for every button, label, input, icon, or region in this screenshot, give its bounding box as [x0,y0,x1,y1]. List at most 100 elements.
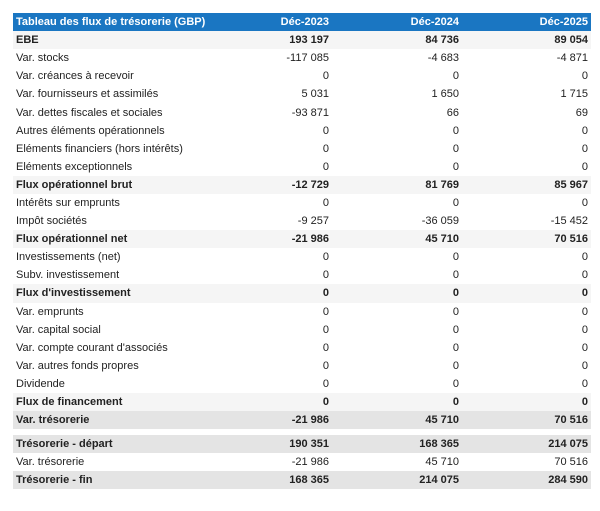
cell-value: 5 031 [301,88,329,101]
cell-value: -4 683 [427,52,459,65]
cell-value: 0 [322,196,329,209]
table-row: Eléments financiers (hors intérêts) 0 0 0 [13,140,591,158]
cell-value: 0 [581,341,588,354]
table-row: Eléments exceptionnels 0 0 0 [13,158,591,176]
cell-value: 0 [452,70,459,83]
cell-value: 45 710 [332,230,462,249]
cell-value: 0 [452,160,459,173]
row-label: Var. créances à recevoir [16,70,134,83]
cell-value: 168 365 [332,435,462,454]
cell-value: -117 085 [286,52,329,65]
table-row: Var. trésorerie -21 986 45 710 70 516 [13,411,591,430]
cell-value: 1 650 [431,88,459,101]
cell-value: 214 075 [332,471,462,490]
cell-value: 0 [452,377,459,390]
cell-value: 0 [452,142,459,155]
cell-value: 0 [452,124,459,137]
cell-value: 0 [322,359,329,372]
cell-value: 69 [575,106,588,119]
table-row: Impôt sociétés -9 257 -36 059 -15 452 [13,212,591,230]
row-label: Trésorerie - départ [13,435,263,454]
cell-value: 0 [462,284,591,303]
cell-value: 45 710 [332,411,462,430]
table-title: Tableau des flux de trésorerie (GBP) [13,13,263,32]
summary-rows: Trésorerie - départ 190 351 168 365 214 075… [13,435,591,490]
cell-value: -21 986 [291,456,329,469]
row-label: Flux d'investissement [13,284,263,303]
cell-value: 0 [462,392,591,412]
cell-value: 0 [322,160,329,173]
cell-value: 193 197 [263,31,332,50]
row-label: Var. trésorerie [16,456,85,469]
row-label: Intérêts sur emprunts [16,196,120,209]
cell-value: 0 [581,323,588,336]
cell-value: -4 871 [556,52,588,65]
cash-flow-table-container: Tableau des flux de trésorerie (GBP) Déc… [13,13,591,490]
table-row: Flux opérationnel net -21 986 45 710 70 516 [13,230,591,249]
cell-value: 190 351 [263,435,332,454]
row-label: Var. dettes fiscales et sociales [16,106,163,119]
cell-value: 70 516 [554,456,588,469]
cell-value: -12 729 [263,175,332,194]
table-row: Dividende 0 0 0 [13,375,591,393]
row-label: Impôt sociétés [16,215,87,228]
table-row: Var. stocks -117 085 -4 683 -4 871 [13,49,591,67]
table-row: Trésorerie - fin 168 365 214 075 284 590 [13,471,591,490]
table-row: Flux opérationnel brut -12 729 81 769 85 96… [13,175,591,194]
cell-value: 0 [322,124,329,137]
cell-value: 89 054 [462,31,591,50]
column-header: Déc-2024 [332,13,462,32]
table-row: Var. créances à recevoir 0 0 0 [13,67,591,85]
table-row: EBE 193 197 84 736 89 054 [13,31,591,50]
table-row: Investissements (net) 0 0 0 [13,248,591,266]
table-header-row: Tableau des flux de trésorerie (GBP) Déc… [13,13,591,32]
cell-value: 0 [581,359,588,372]
table-row: Subv. investissement 0 0 0 [13,266,591,284]
cell-value: 0 [322,377,329,390]
cell-value: 0 [581,160,588,173]
cell-value: 0 [322,323,329,336]
cell-value: 0 [322,251,329,264]
table-row: Var. autres fonds propres 0 0 0 [13,357,591,375]
row-label: Var. capital social [16,323,101,336]
cell-value: 0 [322,341,329,354]
row-label: Eléments exceptionnels [16,160,133,173]
table-row: Flux d'investissement 0 0 0 [13,284,591,303]
row-label: Var. autres fonds propres [16,359,139,372]
row-label: Flux opérationnel brut [13,175,263,194]
cell-value: -21 986 [263,230,332,249]
row-label: Investissements (net) [16,251,121,264]
cell-value: 0 [452,269,459,282]
cell-value: 70 516 [462,411,591,430]
cell-value: -9 257 [297,215,329,228]
row-label: Var. compte courant d'associés [16,341,168,354]
row-label: Flux opérationnel net [13,230,263,249]
cell-value: 84 736 [332,31,462,50]
table-row: Autres éléments opérationnels 0 0 0 [13,122,591,140]
cell-value: 0 [581,305,588,318]
cell-value: 66 [446,106,459,119]
cell-value: -36 059 [421,215,459,228]
column-header: Déc-2025 [462,13,591,32]
cell-value: 284 590 [462,471,591,490]
cash-flow-table: Tableau des flux de trésorerie (GBP) Déc… [13,13,591,490]
table-row: Trésorerie - départ 190 351 168 365 214 075 [13,435,591,454]
row-label: Var. stocks [16,52,69,65]
column-header: Déc-2023 [263,13,332,32]
cell-value: 0 [581,142,588,155]
cell-value: 0 [263,392,332,412]
cell-value: 0 [581,251,588,264]
cell-value: 0 [581,377,588,390]
cell-value: 214 075 [462,435,591,454]
row-label: Var. trésorerie [13,411,263,430]
cell-value: -21 986 [263,411,332,430]
cell-value: 0 [581,124,588,137]
cell-value: 0 [581,70,588,83]
cell-value: 0 [452,341,459,354]
cell-value: 0 [322,142,329,155]
cell-value: -93 871 [291,106,329,119]
table-row: Var. trésorerie -21 986 45 710 70 516 [13,453,591,471]
table-row: Var. compte courant d'associés 0 0 0 [13,339,591,357]
cell-value: 0 [332,392,462,412]
table-row: Var. fournisseurs et assimilés 5 031 1 650… [13,85,591,103]
